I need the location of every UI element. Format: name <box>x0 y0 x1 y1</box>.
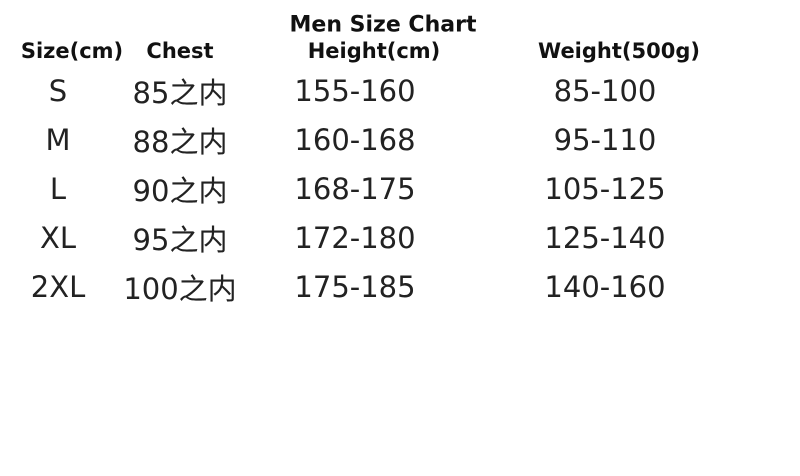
table-cell: 85-100 <box>553 74 657 108</box>
table-cell: 90之内 <box>132 174 228 208</box>
table-cell: 172-180 <box>294 221 416 255</box>
table-cell: 2XL <box>30 270 86 304</box>
table-cell: 85之内 <box>132 76 228 110</box>
table-cell: 100之内 <box>123 272 237 306</box>
table-cell: 175-185 <box>294 270 416 304</box>
table-cell: 95-110 <box>553 123 657 157</box>
table-cell: S <box>48 74 68 108</box>
table-cell: 88之内 <box>132 125 228 159</box>
table-cell: 95之内 <box>132 223 228 257</box>
table-cell: 140-160 <box>544 270 666 304</box>
table-cell: 125-140 <box>544 221 666 255</box>
table-cell: 168-175 <box>294 172 416 206</box>
chart-title: Men Size Chart <box>289 12 477 38</box>
table-cell: 155-160 <box>294 74 416 108</box>
table-cell: M <box>45 123 71 157</box>
column-header: Chest <box>146 39 214 63</box>
table-cell: XL <box>39 221 77 255</box>
column-header: Height(cm) <box>307 39 441 63</box>
table-cell: L <box>49 172 67 206</box>
table-cell: 160-168 <box>294 123 416 157</box>
column-header: Size(cm) <box>20 39 124 63</box>
column-header: Weight(500g) <box>538 39 700 63</box>
table-cell: 105-125 <box>544 172 666 206</box>
